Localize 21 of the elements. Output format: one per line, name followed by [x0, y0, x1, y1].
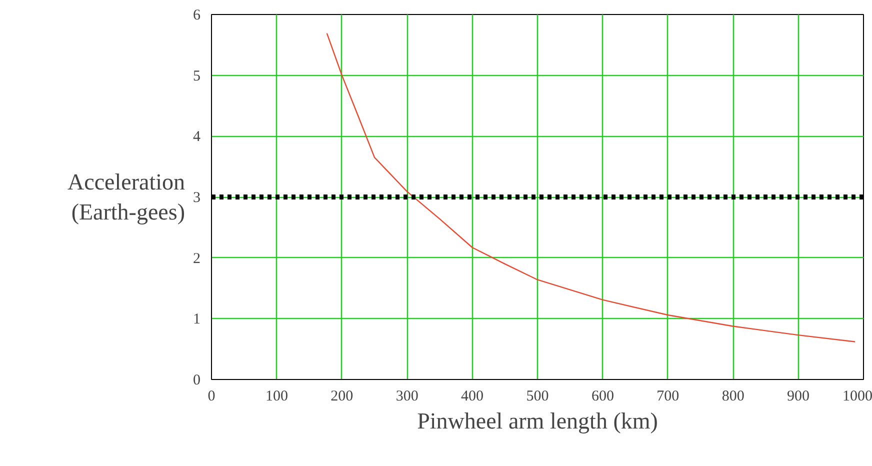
x-tick-label: 900	[787, 388, 810, 404]
y-tick-label: 6	[193, 8, 201, 24]
y-tick-label: 2	[193, 250, 200, 267]
x-tick-label: 400	[461, 388, 484, 404]
x-tick-label: 200	[330, 388, 354, 404]
x-tick-label: 500	[526, 388, 549, 404]
x-axis-title: Pinwheel arm length (km)	[417, 408, 658, 434]
y-tick-label: 1	[193, 312, 200, 328]
y-tick-label: 3	[193, 190, 200, 206]
x-tick-label: 600	[591, 388, 614, 404]
x-tick-label: 300	[396, 388, 418, 404]
y-tick-label: 5	[193, 68, 200, 84]
x-tick-label: 700	[656, 388, 680, 404]
x-tick-label: 100	[265, 388, 288, 404]
line-series	[326, 32, 856, 342]
x-tick-label: 800	[722, 388, 744, 404]
y-tick-label: 0	[193, 372, 200, 388]
x-tick-label: 0	[208, 388, 216, 404]
y-axis-title: Acceleration (Earth-gees)	[68, 170, 186, 224]
y-tick-label: 4	[193, 129, 201, 146]
x-tick-label: 1000	[842, 388, 872, 404]
